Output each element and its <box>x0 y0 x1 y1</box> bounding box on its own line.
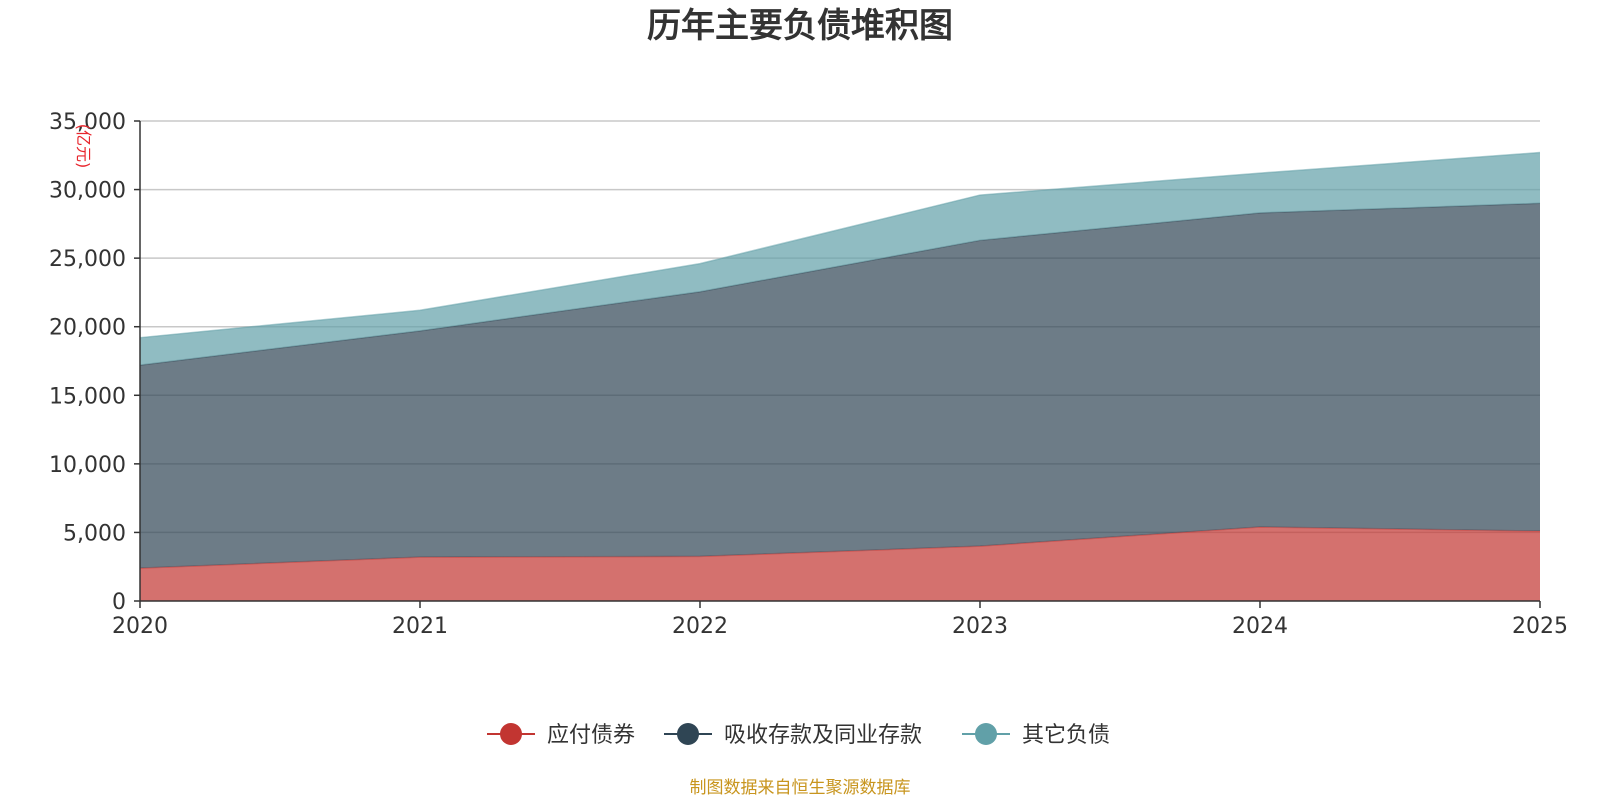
series-area-0 <box>140 526 1540 601</box>
y-tick-label: 35,000 <box>49 110 126 135</box>
series-areas <box>139 151 1541 601</box>
source-note: 制图数据来自恒生聚源数据库 <box>690 778 911 798</box>
axes: 0 5,000 10,000 15,000 20,000 25,000 30,000 35,0… <box>49 110 1568 639</box>
x-tick-label: 2022 <box>672 614 728 639</box>
legend: 应付债券 吸收存款及同业存款 其它负债 <box>487 723 1110 748</box>
x-tick-label: 2025 <box>1512 614 1568 639</box>
x-tick-label: 2020 <box>112 614 168 639</box>
x-tick-label: 2021 <box>392 614 448 639</box>
x-tick-label: 2023 <box>952 614 1008 639</box>
x-tick-label: 2024 <box>1232 614 1288 639</box>
series-area-1 <box>140 203 1540 569</box>
y-tick-label: 0 <box>112 590 126 615</box>
y-tick-label: 15,000 <box>49 384 126 409</box>
legend-marker-2 <box>975 723 997 745</box>
y-tick-label: 25,000 <box>49 247 126 272</box>
y-tick-label: 30,000 <box>49 179 126 204</box>
y-axis-unit-label: (亿元) <box>74 124 93 169</box>
series-line-2 <box>139 151 1541 339</box>
legend-marker-1 <box>677 723 699 745</box>
legend-marker-0 <box>500 723 522 745</box>
legend-label-0: 应付债券 <box>547 723 635 748</box>
y-tick-label: 20,000 <box>49 316 126 341</box>
y-tick-label: 10,000 <box>49 453 126 478</box>
y-tick-label: 5,000 <box>63 521 126 546</box>
legend-label-1: 吸收存款及同业存款 <box>724 723 922 748</box>
series-area-2 <box>140 152 1540 366</box>
chart-title: 历年主要负债堆积图 <box>647 6 953 46</box>
legend-label-2: 其它负债 <box>1022 723 1110 748</box>
